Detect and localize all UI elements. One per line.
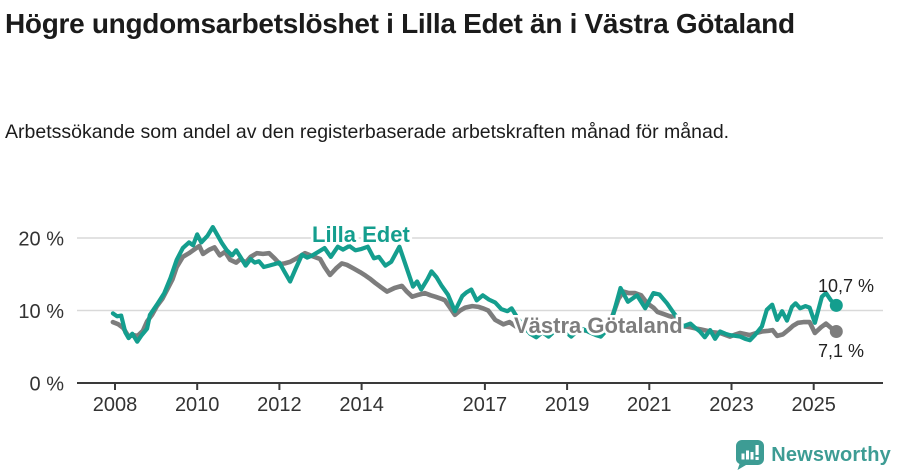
end-value-vastra-gotaland: 7,1 % xyxy=(818,341,864,361)
series-lines xyxy=(110,225,839,344)
x-tick-label: 2017 xyxy=(463,394,508,416)
x-tick-label: 2012 xyxy=(257,394,302,416)
end-value-labels: 10,7 % 7,1 % xyxy=(818,276,874,361)
series-label-vastra-gotaland: Västra Götaland xyxy=(514,313,683,338)
x-tick-label: 2021 xyxy=(627,394,672,416)
y-axis-labels: 20 % 10 % 0 % xyxy=(18,229,64,396)
y-tick-label: 0 % xyxy=(30,374,65,396)
end-value-lilla-edet: 10,7 % xyxy=(818,276,874,296)
y-tick-label: 10 % xyxy=(18,301,64,323)
end-dots xyxy=(829,298,843,338)
chart-subtitle: Arbetssökande som andel av den registerb… xyxy=(5,121,730,143)
brand-footer: Newsworthy xyxy=(736,440,891,470)
x-axis-labels: 2008 2010 2012 2014 2017 2019 2021 2023 … xyxy=(93,394,836,416)
x-tick-label: 2010 xyxy=(175,394,220,416)
series-line-vastra-gotaland xyxy=(110,243,839,339)
series-inline-labels: Lilla Edet Västra Götaland xyxy=(310,220,686,341)
series-label-lilla-edet: Lilla Edet xyxy=(312,222,410,247)
x-tick-label: 2025 xyxy=(791,394,836,416)
gridlines xyxy=(77,237,883,312)
end-dot-vastra-gotaland xyxy=(829,325,843,338)
series-line-lilla-edet xyxy=(110,225,839,344)
x-axis xyxy=(77,382,883,390)
brand-name: Newsworthy xyxy=(771,443,891,466)
x-tick-label: 2008 xyxy=(93,394,138,416)
x-tick-label: 2014 xyxy=(339,394,384,416)
x-tick-label: 2019 xyxy=(545,394,590,416)
x-tick-label: 2023 xyxy=(709,394,754,416)
y-tick-label: 20 % xyxy=(18,229,64,251)
newsworthy-logo-icon xyxy=(736,440,765,470)
end-dot-lilla-edet xyxy=(829,298,843,312)
chart-title: Högre ungdomsarbetslöshet i Lilla Edet ä… xyxy=(5,8,795,39)
